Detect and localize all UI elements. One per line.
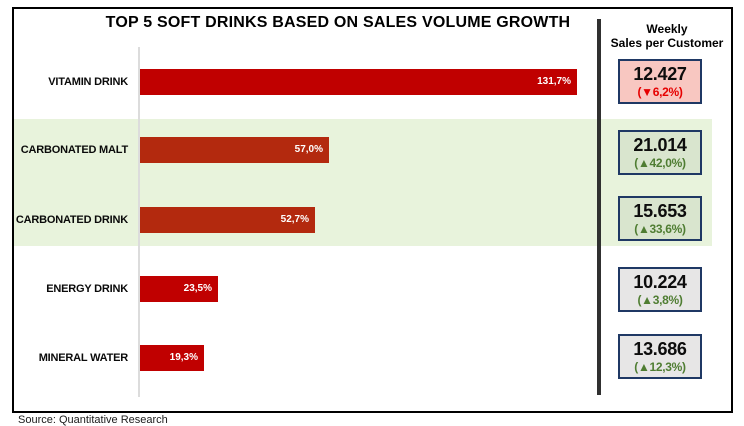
metric-box: 21.014 (▲42,0%) <box>618 130 702 175</box>
metric-box: 12.427 (▼6,2%) <box>618 59 702 104</box>
bar: 19,3% <box>140 345 204 371</box>
metric-change: (▼6,2%) <box>637 85 683 99</box>
metric-change: (▲12,3%) <box>634 360 686 374</box>
panel-header-line2: Sales per Customer <box>610 36 724 50</box>
bar-value-label: 23,5% <box>183 283 212 294</box>
bar-row: VITAMIN DRINK 131,7% <box>14 69 597 95</box>
bar-value-label: 52,7% <box>280 214 309 225</box>
metric-change: (▲3,8%) <box>637 293 683 307</box>
metric-change: (▲42,0%) <box>634 156 686 170</box>
bar-row: CARBONATED DRINK 52,7% <box>14 207 597 233</box>
category-label: CARBONATED MALT <box>20 144 128 156</box>
metric-value: 12.427 <box>633 64 687 84</box>
bar: 52,7% <box>140 207 315 233</box>
category-label: ENERGY DRINK <box>46 283 128 295</box>
bar-row: ENERGY DRINK 23,5% <box>14 276 597 302</box>
category-label: CARBONATED DRINK <box>15 214 128 226</box>
metric-value: 21.014 <box>633 135 687 155</box>
chart-frame: TOP 5 SOFT DRINKS BASED ON SALES VOLUME … <box>12 7 733 413</box>
bar-value-label: 57,0% <box>294 144 323 155</box>
metric-change: (▲33,6%) <box>634 222 686 236</box>
panel-divider-line <box>597 19 601 395</box>
panel-header-line1: Weekly <box>646 22 688 36</box>
metric-box: 15.653 (▲33,6%) <box>618 196 702 241</box>
bar-value-label: 19,3% <box>169 352 198 363</box>
metric-box: 10.224 (▲3,8%) <box>618 267 702 312</box>
bar: 23,5% <box>140 276 218 302</box>
bar: 131,7% <box>140 69 577 95</box>
bar-row: MINERAL WATER 19,3% <box>14 345 597 371</box>
axis-baseline <box>138 47 140 397</box>
chart-title: TOP 5 SOFT DRINKS BASED ON SALES VOLUME … <box>105 14 571 31</box>
highlight-band <box>14 119 712 246</box>
bar-row: CARBONATED MALT 57,0% <box>14 137 597 163</box>
source-note: Source: Quantitative Research <box>18 414 168 426</box>
category-label: MINERAL WATER <box>38 352 128 364</box>
bar-value-label: 131,7% <box>537 76 571 87</box>
metric-box: 13.686 (▲12,3%) <box>618 334 702 379</box>
bar: 57,0% <box>140 137 329 163</box>
metric-value: 13.686 <box>633 339 687 359</box>
metric-value: 10.224 <box>633 272 687 292</box>
panel-header: Weekly Sales per Customer <box>603 22 731 50</box>
metric-value: 15.653 <box>633 201 687 221</box>
category-label: VITAMIN DRINK <box>48 76 128 88</box>
